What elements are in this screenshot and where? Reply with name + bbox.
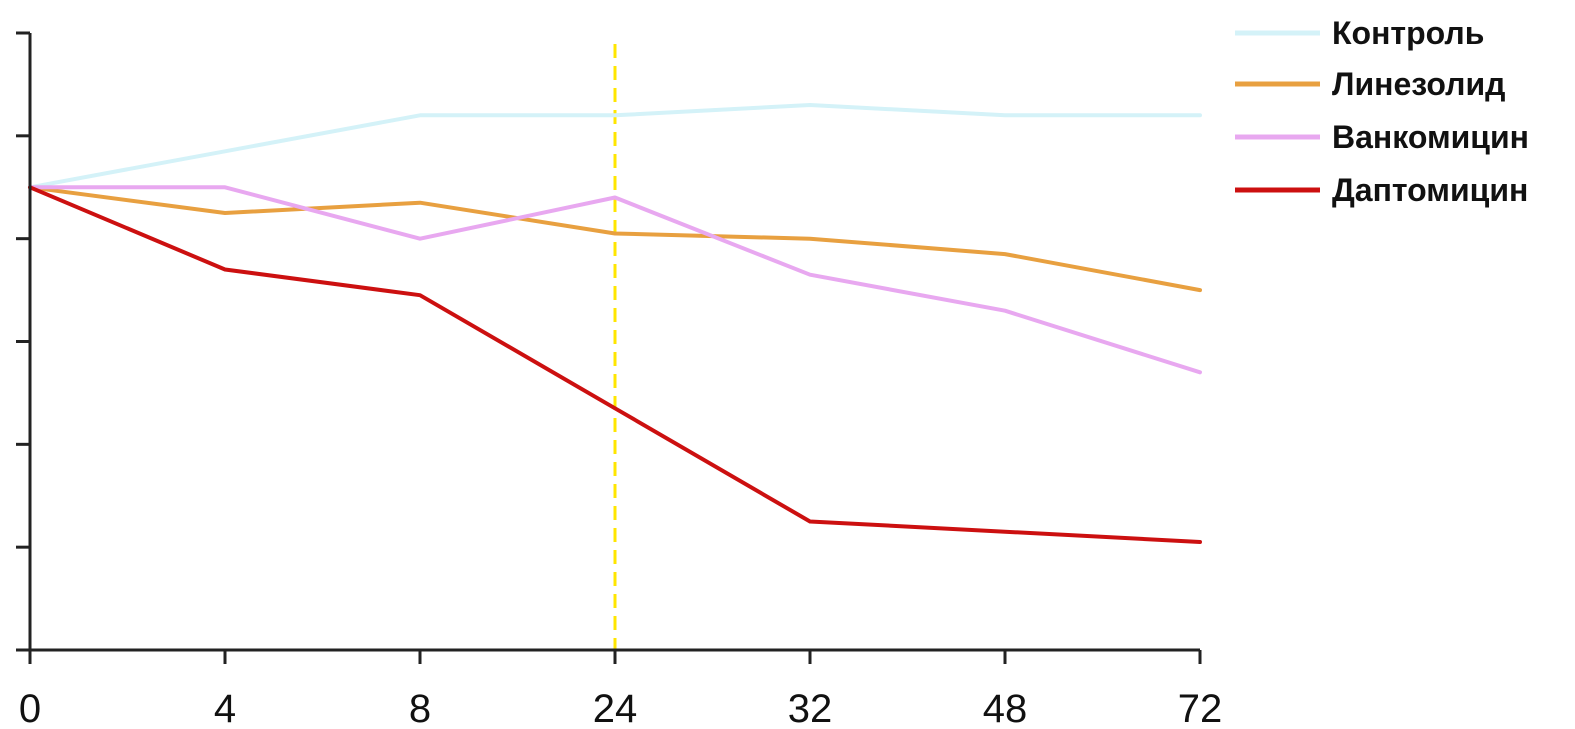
x-tick-label: 0	[19, 687, 41, 729]
x-tick-label: 72	[1178, 687, 1223, 729]
legend-label-0: Контроль	[1332, 15, 1484, 51]
x-tick-label: 8	[409, 687, 431, 729]
x-tick-label: 4	[214, 687, 236, 729]
legend-label-2: Ванкомицин	[1332, 119, 1529, 155]
series-layer	[28, 44, 1202, 650]
legend-label-3: Даптомицин	[1332, 172, 1528, 208]
x-tick-label: 32	[788, 687, 833, 729]
legend: Контроль Линезолид Ванкомицин Даптомицин	[1235, 15, 1529, 208]
series-line-1	[28, 185, 1202, 293]
series-line-2	[28, 185, 1202, 375]
axis-layer	[16, 31, 1202, 664]
x-tick-label: 48	[983, 687, 1028, 729]
x-tick-labels: 0 4 8 24 32 48 72	[19, 687, 1222, 729]
series-line-0	[28, 103, 1202, 190]
legend-label-1: Линезолид	[1332, 66, 1505, 102]
x-tick-label: 24	[593, 687, 638, 729]
series-line-3	[28, 185, 1202, 544]
